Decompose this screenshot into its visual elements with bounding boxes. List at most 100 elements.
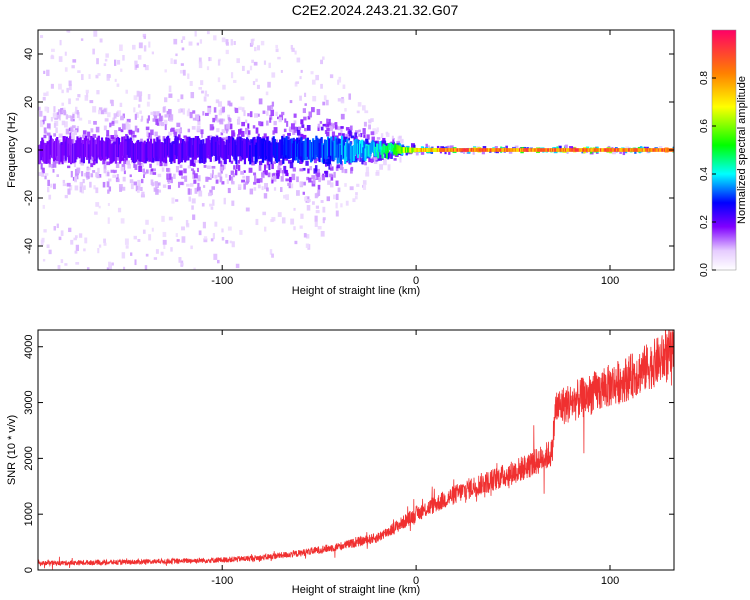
spectrogram-cell — [157, 173, 162, 178]
spectrogram-cell — [227, 226, 232, 231]
spectrogram-cell — [178, 128, 182, 133]
spectrogram-cell — [283, 157, 287, 161]
spectrogram-cell — [112, 174, 115, 178]
spectrogram-cell — [152, 111, 157, 117]
spectrogram-cell — [265, 170, 268, 176]
spectrogram-cell — [217, 59, 221, 66]
spectrogram-cell — [243, 183, 246, 190]
spectrogram-cell — [239, 229, 243, 235]
spectrogram-cell — [202, 221, 206, 229]
spectrogram-cell — [249, 65, 253, 71]
spectrogram-cell — [178, 257, 182, 263]
spectrogram-cell — [166, 173, 169, 180]
spectrogram-cell — [141, 191, 145, 197]
spectrogram-cell — [148, 41, 151, 48]
spectrogram-cell — [116, 174, 119, 179]
spectrogram-cell — [56, 112, 60, 116]
spectrogram-cell — [262, 110, 266, 114]
spectrogram-cell — [289, 183, 294, 189]
spectrogram-cell — [622, 148, 626, 156]
spectrogram-cell — [261, 186, 264, 191]
spectrogram-cell — [67, 30, 71, 33]
spectrogram-cell — [362, 184, 367, 190]
spectrogram-cell — [271, 173, 276, 177]
spectrogram-cell — [221, 236, 225, 241]
spectrogram-cell — [127, 163, 131, 169]
spectrogram-cell — [290, 218, 295, 225]
spectrogram-cell — [191, 198, 196, 204]
spectrogram-cell — [96, 58, 99, 65]
spectrogram-cell — [70, 239, 74, 245]
spectrogram-cell — [225, 42, 229, 46]
spectrogram-cell — [214, 114, 218, 121]
snr-ytick-label: 0 — [23, 567, 35, 573]
spectrogram-cell — [256, 84, 260, 89]
spectrogram-cell — [447, 145, 450, 151]
spectrogram-cell — [170, 58, 173, 64]
chart-title: C2E2.2024.243.21.32.G07 — [291, 2, 459, 18]
spectrogram-cell — [61, 120, 66, 126]
spectrogram-cell — [98, 244, 102, 248]
spectrogram-cell — [197, 175, 201, 182]
spectrogram-cell — [120, 115, 124, 121]
spectrogram-cell — [190, 245, 193, 250]
spectrogram-cell — [362, 180, 367, 185]
spectrogram-cell — [208, 57, 212, 61]
spectrogram-cell — [376, 137, 381, 140]
spectrogram-cell — [307, 115, 311, 120]
snr-ytick-label: 4000 — [23, 335, 35, 359]
spectrogram-cell — [219, 118, 224, 125]
spectrogram-cell — [296, 190, 300, 196]
spectrogram-cell — [267, 172, 271, 178]
spectrogram-cell — [72, 59, 77, 63]
spectrogram-cell — [203, 238, 208, 243]
spectrogram-cell — [376, 127, 379, 133]
spectrogram-cell — [67, 165, 71, 169]
spectrogram-cell — [335, 180, 339, 186]
spectrogram-cell — [658, 146, 663, 150]
spectrogram-cell — [269, 114, 273, 120]
spectrogram-cell — [296, 129, 301, 136]
spectrogram-cell — [159, 162, 163, 167]
spectrogram-band-cell — [385, 150, 388, 159]
spectrogram-cell — [365, 166, 370, 174]
spectrogram-cell — [86, 267, 90, 270]
spectrogram-cell — [188, 196, 192, 202]
spectrogram-cell — [147, 115, 150, 121]
spectrogram-cell — [180, 94, 184, 100]
spectrogram-cell — [133, 161, 136, 168]
spectrogram-cell — [168, 216, 173, 221]
spectrogram-cell — [294, 50, 297, 55]
spectrogram-cell — [138, 163, 143, 168]
spectrogram-cell — [102, 159, 106, 165]
spectrogram-cell — [225, 39, 229, 45]
spectrogram-cell — [106, 74, 110, 81]
spectrogram-cell — [43, 127, 47, 134]
spectrogram-cell — [217, 172, 222, 178]
spectrogram-cell — [334, 135, 339, 139]
spectrogram-cell — [275, 111, 278, 117]
spectrogram-cell — [82, 178, 85, 184]
spectrogram-cell — [243, 170, 246, 173]
spectrogram-cell — [180, 262, 184, 266]
spectrogram-cell — [202, 111, 205, 116]
spectrogram-cell — [264, 226, 267, 232]
spectrogram-cell — [143, 160, 146, 164]
spectrogram-cell — [612, 149, 616, 155]
spectrogram-cell — [287, 132, 291, 136]
spectrogram-cell — [301, 124, 305, 128]
spectrogram-cell — [228, 117, 231, 124]
spectrogram-cell — [315, 174, 320, 180]
spectrogram-cell — [337, 126, 342, 131]
spectrogram-cell — [348, 93, 352, 100]
spectrogram-band-cell — [377, 149, 380, 159]
spectrogram-cell — [62, 179, 66, 184]
spectrogram-cell — [214, 221, 218, 227]
spectrogram-cell — [168, 131, 172, 136]
spectrogram-cell — [280, 69, 283, 73]
spectrogram-cell — [294, 240, 298, 245]
spectrogram-cell — [64, 159, 67, 163]
spectrogram-cell — [131, 134, 135, 141]
spectrogram-cell — [213, 35, 217, 41]
spectrogram-cell — [103, 164, 107, 171]
